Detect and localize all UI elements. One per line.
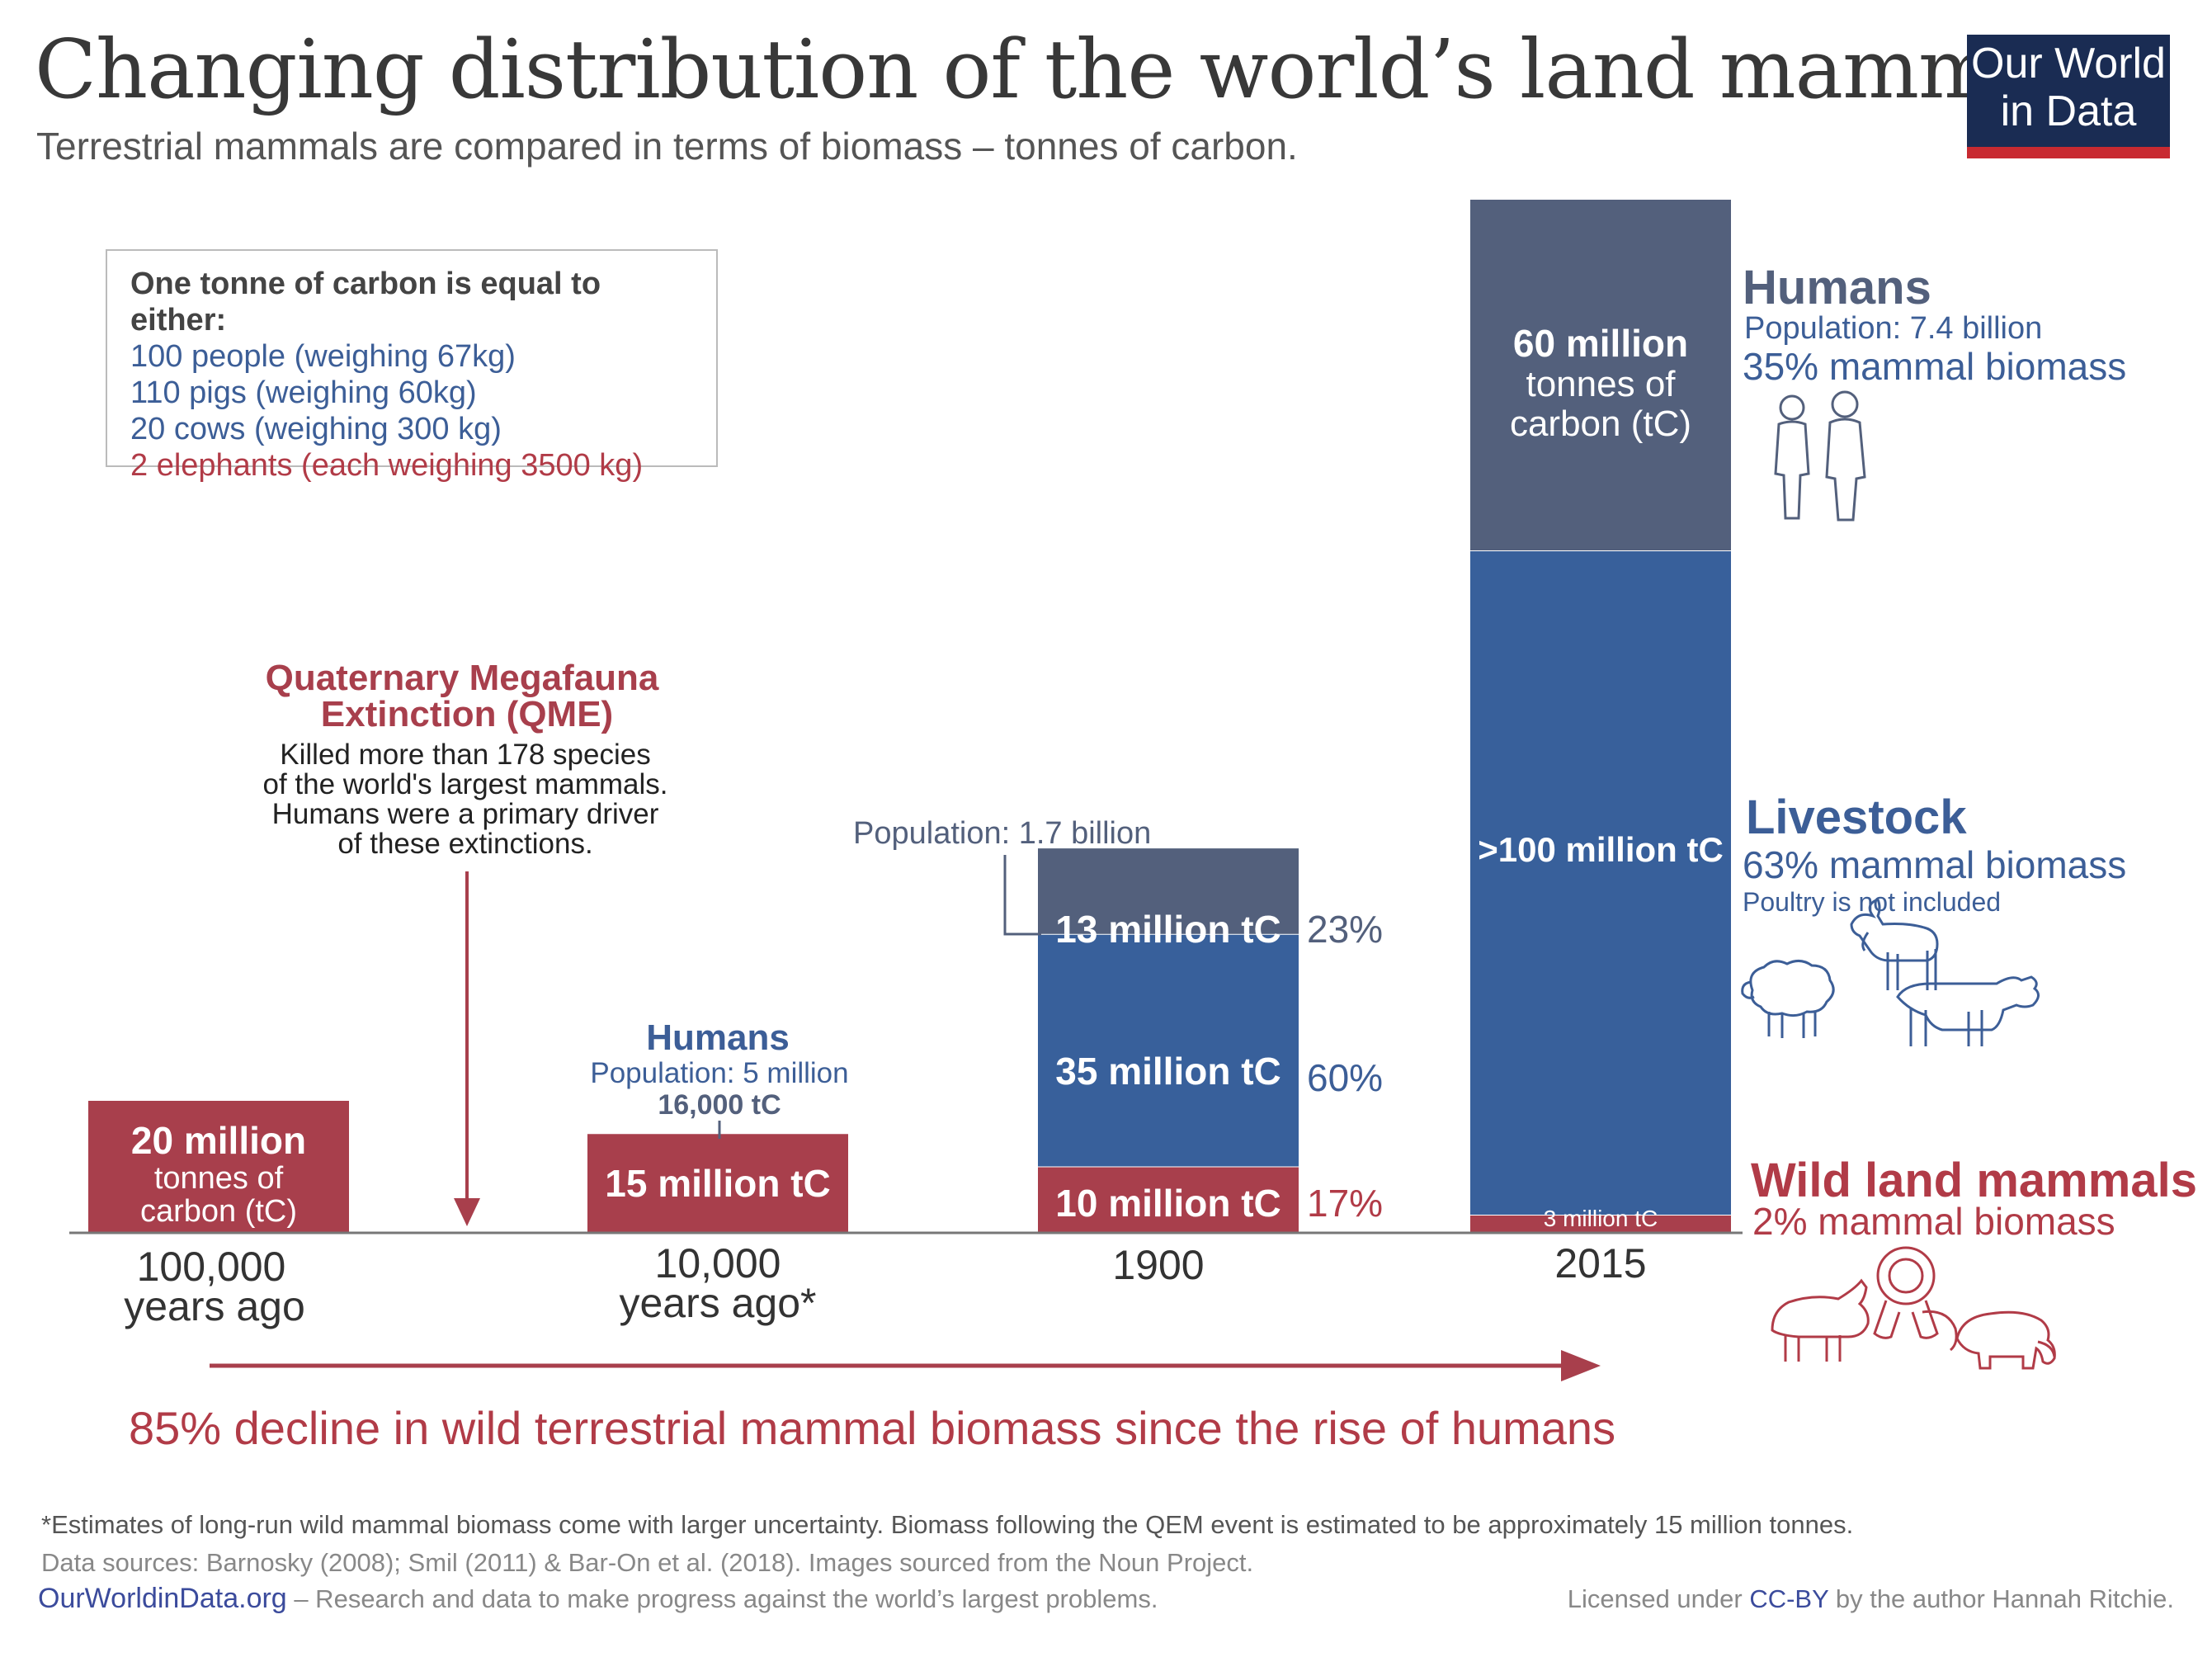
conversion-box: One tonne of carbon is equal to either: … bbox=[106, 249, 718, 483]
footnote-uncertainty: *Estimates of long-run wild mammal bioma… bbox=[41, 1510, 1854, 1539]
category-1900: 1900 bbox=[1112, 1242, 1204, 1288]
label-1900-wild: 10 million tC bbox=[1055, 1182, 1281, 1225]
label-2015-humans-line1: 60 million bbox=[1513, 322, 1688, 365]
label-1900-livestock: 35 million tC bbox=[1055, 1050, 1281, 1093]
category-10k-line1: 10,000 bbox=[655, 1240, 781, 1286]
conversion-elephants: 2 elephants (each weighing 3500 kg) bbox=[130, 448, 644, 483]
humans-10k-pop: Population: 5 million bbox=[590, 1057, 848, 1089]
legend-humans-share: 35% mammal biomass bbox=[1743, 345, 2126, 388]
category-100k-line2: years ago bbox=[124, 1283, 305, 1329]
bar-livestock-2 bbox=[1038, 933, 1299, 1167]
decline-arrow-head bbox=[1561, 1350, 1601, 1381]
label-100k-line1: 20 million bbox=[131, 1119, 306, 1162]
site-link[interactable]: OurWorldinData.org bbox=[38, 1583, 287, 1614]
qme-text-1: Killed more than 178 species bbox=[280, 739, 650, 771]
qme-title-2: Extinction (QME) bbox=[321, 694, 613, 734]
category-2015: 2015 bbox=[1554, 1240, 1646, 1286]
page-subtitle: Terrestrial mammals are compared in term… bbox=[36, 125, 1298, 168]
logo-line-1: Our World bbox=[1971, 40, 2166, 87]
legend-livestock-share: 63% mammal biomass bbox=[1743, 843, 2126, 886]
legend-livestock-title: Livestock bbox=[1746, 791, 1967, 844]
pct-1900-livestock: 60% bbox=[1307, 1056, 1383, 1099]
livestock-sheep-icon bbox=[1741, 960, 1835, 1038]
category-10k-line2: years ago* bbox=[619, 1280, 816, 1326]
footnote-sources: Data sources: Barnosky (2008); Smil (201… bbox=[41, 1548, 1254, 1577]
page-title: Changing distribution of the world’s lan… bbox=[35, 23, 2108, 117]
license-prefix: Licensed under bbox=[1567, 1584, 1750, 1613]
license-link[interactable]: CC-BY bbox=[1749, 1584, 1829, 1613]
label-2015-humans-line3: carbon (tC) bbox=[1510, 404, 1691, 444]
conversion-people: 100 people (weighing 67kg) bbox=[130, 339, 516, 374]
footer-site-line: OurWorldinData.org – Research and data t… bbox=[38, 1583, 1158, 1615]
qme-arrow-head bbox=[454, 1198, 480, 1226]
pct-1900-wild: 17% bbox=[1307, 1182, 1383, 1225]
label-10k-wild: 15 million tC bbox=[605, 1162, 830, 1205]
category-100k-line1: 100,000 bbox=[137, 1244, 286, 1290]
decline-label: 85% decline in wild terrestrial mammal b… bbox=[129, 1402, 1616, 1454]
wild-lion-icon bbox=[1873, 1246, 1958, 1352]
legend-humans-title: Humans bbox=[1743, 261, 1931, 314]
pct-1900-humans: 23% bbox=[1307, 908, 1383, 951]
bar-wild-2 bbox=[1038, 1166, 1299, 1233]
conversion-heading: One tonne of carbon is equal to either: bbox=[130, 267, 601, 338]
humans-10k-title: Humans bbox=[646, 1017, 790, 1058]
bar-wild-0 bbox=[88, 1100, 349, 1233]
bar-livestock-3 bbox=[1470, 550, 1731, 1215]
logo-line-2: in Data bbox=[2000, 87, 2137, 135]
owid-logo[interactable]: Our World in Data bbox=[1967, 35, 2170, 158]
bar-wild-3 bbox=[1470, 1215, 1731, 1233]
site-tagline: – Research and data to make progress aga… bbox=[286, 1584, 1158, 1613]
bars-layer bbox=[88, 198, 1731, 1233]
pop-1900-label: Population: 1.7 billion bbox=[853, 816, 1151, 851]
license-suffix: by the author Hannah Ritchie. bbox=[1828, 1584, 2174, 1613]
humans-10k-value: 16,000 tC bbox=[658, 1089, 781, 1121]
livestock-cow-icon bbox=[1896, 975, 2040, 1046]
biomass-chart: 20 million tonnes of carbon (tC) 15 mill… bbox=[69, 198, 2197, 1381]
humans-figures-icon bbox=[1774, 390, 1866, 522]
bar-humans-2 bbox=[1038, 847, 1299, 934]
label-1900-humans: 13 million tC bbox=[1055, 908, 1281, 951]
label-100k-line2: tonnes of bbox=[154, 1161, 284, 1196]
conversion-cows: 20 cows (weighing 300 kg) bbox=[130, 412, 502, 446]
label-2015-wild: 3 million tC bbox=[1544, 1206, 1658, 1231]
wild-mammoth-icon bbox=[1955, 1310, 2056, 1370]
qme-text-2: of the world's largest mammals. bbox=[262, 768, 667, 800]
qme-title-1: Quaternary Megafauna bbox=[266, 658, 659, 698]
qme-text-3: Humans were a primary driver bbox=[272, 798, 659, 830]
label-2015-livestock: >100 million tC bbox=[1478, 830, 1724, 869]
label-100k-line3: carbon (tC) bbox=[140, 1194, 297, 1229]
livestock-goat-icon bbox=[1850, 898, 1939, 990]
label-2015-humans-line2: tonnes of bbox=[1526, 364, 1676, 404]
conversion-pigs: 110 pigs (weighing 60kg) bbox=[130, 375, 477, 410]
legend-wild-title: Wild land mammals bbox=[1751, 1154, 2197, 1207]
footer-license: Licensed under CC-BY by the author Hanna… bbox=[1568, 1584, 2174, 1614]
wild-rhino-icon bbox=[1771, 1278, 1870, 1362]
bar-humans-3 bbox=[1470, 199, 1731, 550]
legend-wild-share: 2% mammal biomass bbox=[1752, 1200, 2115, 1243]
qme-text-4: of these extinctions. bbox=[337, 828, 592, 860]
legend-humans-pop: Population: 7.4 billion bbox=[1744, 311, 2042, 346]
pop-1900-leader bbox=[1003, 855, 1041, 936]
bar-wild-1 bbox=[587, 1133, 848, 1233]
